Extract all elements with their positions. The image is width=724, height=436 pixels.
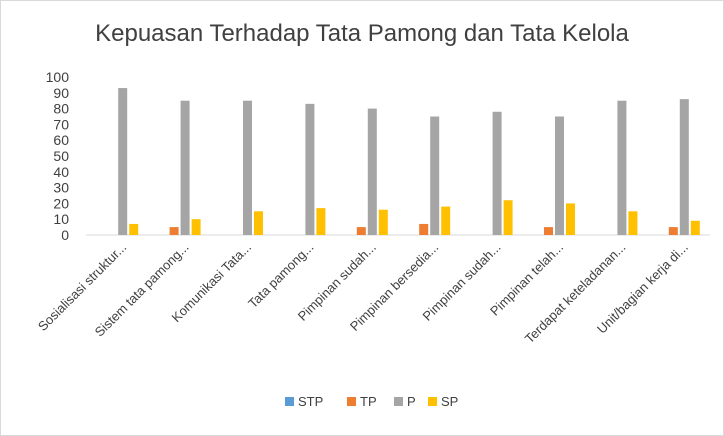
bar-sp-3 (254, 211, 263, 235)
bar-sp-1 (129, 223, 139, 235)
bar-sp-10 (690, 220, 700, 235)
bar-sp-7 (503, 200, 513, 235)
y-tick-label: 10 (53, 211, 69, 227)
y-tick-label: 60 (53, 132, 69, 148)
legend-swatch-stp (285, 397, 294, 406)
x-category-label: Terdapat keteladanan... (522, 240, 629, 347)
bar-sp-2 (191, 219, 201, 235)
bar-p-6 (430, 116, 440, 235)
legend-swatch-tp (347, 397, 356, 406)
legend-swatch-sp (428, 397, 437, 406)
bar-sp-8 (566, 203, 575, 235)
bar-tp-8 (544, 227, 553, 235)
y-tick-label: 0 (61, 227, 69, 243)
bar-sp-4 (316, 208, 326, 235)
x-category-label: Tata pamong... (245, 240, 316, 311)
legend-label-tp: TP (360, 394, 377, 409)
legend: STP TP P SP (285, 394, 458, 409)
bar-p-8 (555, 116, 564, 235)
legend-label-sp: SP (441, 394, 458, 409)
bar-tp-10 (668, 227, 678, 235)
legend-label-p: P (407, 394, 416, 409)
bar-p-10 (679, 99, 689, 236)
bar-p-7 (492, 111, 502, 235)
bar-p-2 (180, 100, 190, 235)
y-tick-label: 70 (53, 116, 69, 132)
bar-p-1 (118, 88, 128, 235)
legend-swatch-p (394, 397, 403, 406)
chart-title: Kepuasan Terhadap Tata Pamong dan Tata K… (95, 20, 629, 47)
bar-p-3 (243, 100, 252, 235)
bar-tp-6 (419, 223, 429, 235)
bars (118, 88, 700, 236)
y-tick-label: 80 (53, 101, 69, 117)
y-tick-label: 30 (53, 180, 69, 196)
bar-p-4 (305, 103, 315, 235)
bar-sp-5 (378, 209, 388, 235)
y-tick-label: 20 (53, 195, 69, 211)
x-axis-labels: Sosialisasi struktur...Sistem tata pamon… (35, 240, 691, 347)
y-tick-label: 90 (53, 85, 69, 101)
y-tick-label: 40 (53, 164, 69, 180)
y-tick-label: 50 (53, 148, 69, 164)
legend-label-stp: STP (298, 394, 323, 409)
bar-p-9 (617, 100, 627, 235)
y-tick-label: 100 (46, 69, 70, 85)
bar-sp-6 (441, 206, 451, 235)
bar-tp-2 (169, 227, 179, 235)
bar-p-5 (367, 108, 377, 235)
bar-tp-5 (356, 227, 366, 235)
bar-sp-9 (628, 211, 638, 235)
